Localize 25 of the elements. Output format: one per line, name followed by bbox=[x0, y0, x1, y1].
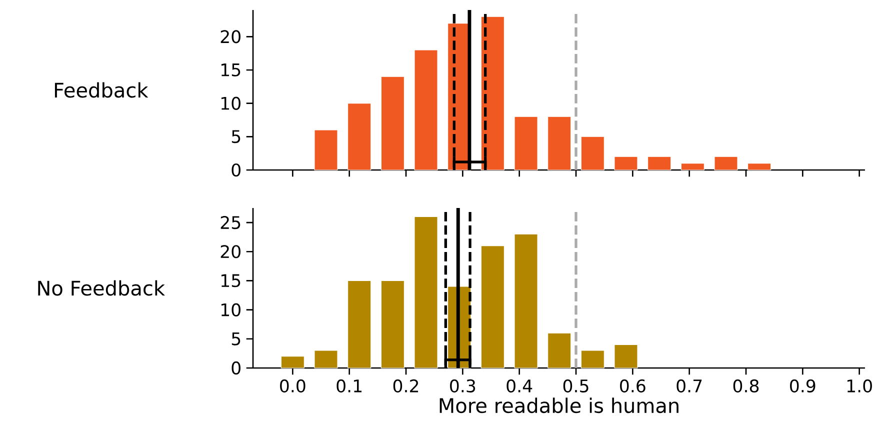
y-tick-label: 10 bbox=[221, 303, 240, 316]
x-tick-label: 1.0 bbox=[847, 379, 872, 392]
x-tick-label: 0.2 bbox=[393, 379, 418, 392]
y-tick-label: 15 bbox=[221, 64, 240, 76]
x-axis-title: More readable is human bbox=[440, 398, 678, 414]
x-tick-label: 0.5 bbox=[563, 379, 588, 392]
x-tick-label: 0.8 bbox=[733, 379, 759, 392]
y-axis-title: No Feedback bbox=[38, 280, 165, 296]
x-tick-label: 0.6 bbox=[620, 379, 646, 392]
y-tick-label: 0 bbox=[232, 163, 240, 177]
x-tick-label: 0.0 bbox=[280, 379, 306, 392]
y-tick-label: 20 bbox=[220, 30, 240, 44]
y-tick-label: 10 bbox=[221, 96, 240, 110]
x-tick-label: 0.3 bbox=[450, 379, 476, 392]
x-tick-label: 0.1 bbox=[336, 379, 362, 392]
y-tick-label: 25 bbox=[220, 216, 240, 230]
x-tick-label: 0.9 bbox=[790, 379, 816, 392]
y-tick-label: 5 bbox=[232, 130, 240, 144]
y-tick-label: 20 bbox=[220, 245, 240, 258]
y-tick-label: 0 bbox=[232, 361, 240, 375]
x-tick-label: 0.4 bbox=[506, 379, 532, 392]
y-axis-title: Feedback bbox=[54, 82, 148, 98]
y-tick-label: 5 bbox=[232, 332, 240, 346]
x-tick-label: 0.7 bbox=[676, 379, 702, 392]
y-tick-label: 15 bbox=[221, 274, 240, 288]
